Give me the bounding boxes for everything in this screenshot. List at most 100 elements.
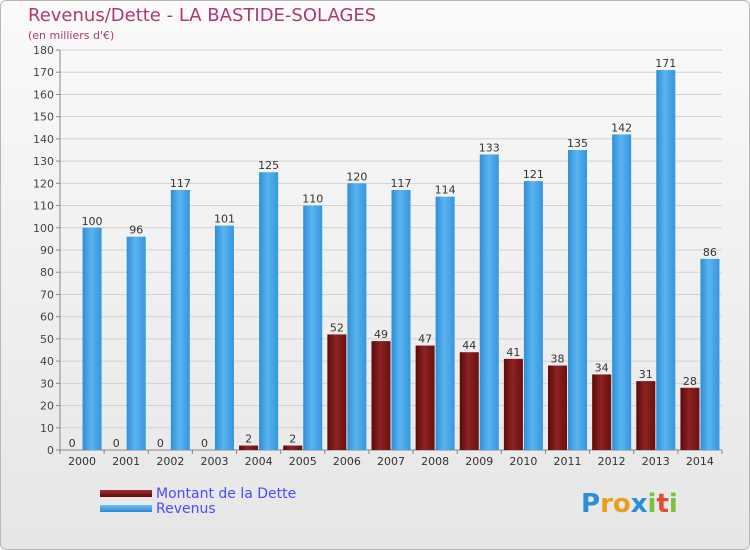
data-label-dette: 49 xyxy=(374,328,388,341)
bar-dette xyxy=(283,445,303,450)
bar-dette xyxy=(548,365,568,450)
x-tick-label: 2000 xyxy=(68,455,96,468)
data-label-revenus: 121 xyxy=(523,168,544,181)
bar-dette xyxy=(503,358,523,450)
y-tick-label: 170 xyxy=(33,66,54,79)
data-label-dette: 2 xyxy=(289,433,296,446)
bar-revenus xyxy=(126,236,146,450)
data-label-revenus: 86 xyxy=(703,246,717,259)
y-tick-label: 20 xyxy=(40,400,54,413)
x-tick-label: 2005 xyxy=(289,455,317,468)
data-label-revenus: 117 xyxy=(391,177,412,190)
data-label-dette: 28 xyxy=(683,375,697,388)
y-tick-label: 140 xyxy=(33,133,54,146)
y-tick-label: 80 xyxy=(40,266,54,279)
data-label-dette: 31 xyxy=(639,368,653,381)
y-tick-label: 60 xyxy=(40,311,54,324)
logo-letter: t xyxy=(656,489,669,519)
bar-revenus xyxy=(700,258,720,450)
data-label-dette: 0 xyxy=(157,437,164,450)
data-label-revenus: 133 xyxy=(479,141,500,154)
data-label-revenus: 114 xyxy=(435,184,456,197)
y-tick-label: 40 xyxy=(40,355,54,368)
bar-revenus xyxy=(568,150,588,450)
x-tick-label: 2014 xyxy=(686,455,714,468)
logo-letter: o xyxy=(612,489,631,519)
bar-dette xyxy=(592,374,612,450)
x-tick-label: 2011 xyxy=(554,455,582,468)
legend-swatch-dette xyxy=(100,490,152,497)
y-tick-label: 110 xyxy=(33,200,54,213)
chart-title: Revenus/Dette - LA BASTIDE-SOLAGES xyxy=(28,5,377,26)
bar-revenus xyxy=(303,205,323,450)
data-label-dette: 34 xyxy=(595,361,609,374)
x-tick-label: 2006 xyxy=(333,455,361,468)
bar-revenus xyxy=(479,154,499,450)
bar-revenus xyxy=(170,190,190,450)
bar-revenus xyxy=(435,196,455,450)
y-tick-label: 160 xyxy=(33,88,54,101)
bar-revenus xyxy=(523,181,543,450)
data-label-revenus: 117 xyxy=(170,177,191,190)
logo-letter: P xyxy=(581,489,601,519)
data-label-dette: 38 xyxy=(551,353,565,366)
y-tick-label: 10 xyxy=(40,422,54,435)
bar-dette xyxy=(680,387,700,450)
logo-letter: i xyxy=(647,489,657,519)
data-label-revenus: 100 xyxy=(82,215,103,228)
x-tick-label: 2010 xyxy=(509,455,537,468)
y-tick-label: 90 xyxy=(40,244,54,257)
bar-revenus xyxy=(82,227,102,450)
legend-label-revenus: Revenus xyxy=(156,500,216,517)
data-label-dette: 0 xyxy=(69,437,76,450)
y-tick-label: 130 xyxy=(33,155,54,168)
x-tick-label: 2001 xyxy=(112,455,140,468)
bar-revenus xyxy=(259,172,279,450)
data-label-revenus: 120 xyxy=(346,170,367,183)
data-label-dette: 2 xyxy=(245,433,252,446)
y-tick-label: 70 xyxy=(40,288,54,301)
logo-letter: x xyxy=(630,489,648,519)
bar-revenus xyxy=(214,225,234,450)
y-tick-label: 50 xyxy=(40,333,54,346)
legend-label-dette: Montant de la Dette xyxy=(156,485,297,502)
legend-item-revenus: Revenus xyxy=(100,500,296,517)
data-label-dette: 47 xyxy=(418,333,432,346)
data-label-revenus: 101 xyxy=(214,213,235,226)
legend: Montant de la Dette Revenus xyxy=(100,485,297,517)
data-label-dette: 52 xyxy=(330,321,344,334)
x-tick-label: 2002 xyxy=(156,455,184,468)
x-tick-label: 2004 xyxy=(245,455,273,468)
chart-subtitle: (en milliers d'€) xyxy=(28,29,115,42)
bar-dette xyxy=(459,352,479,450)
data-label-revenus: 125 xyxy=(258,159,279,172)
x-tick-label: 2008 xyxy=(421,455,449,468)
x-tick-label: 2003 xyxy=(200,455,228,468)
x-tick-label: 2007 xyxy=(377,455,405,468)
y-tick-label: 100 xyxy=(33,222,54,235)
logo-letter: i xyxy=(668,489,678,519)
bar-revenus xyxy=(612,134,632,450)
bar-revenus xyxy=(391,190,411,450)
data-label-dette: 0 xyxy=(113,437,120,450)
bar-dette xyxy=(371,341,391,450)
data-label-revenus: 135 xyxy=(567,137,588,150)
bar-dette xyxy=(239,445,259,450)
data-label-revenus: 171 xyxy=(655,57,676,70)
legend-item-dette: Montant de la Dette xyxy=(100,485,297,502)
logo-letter: r xyxy=(600,489,613,519)
x-tick-label: 2012 xyxy=(598,455,626,468)
data-label-revenus: 110 xyxy=(302,193,323,206)
bar-revenus xyxy=(656,70,676,450)
y-tick-label: 0 xyxy=(47,444,54,457)
data-label-dette: 0 xyxy=(201,437,208,450)
y-tick-label: 180 xyxy=(33,44,54,57)
bar-dette xyxy=(327,334,347,450)
bar-dette xyxy=(415,345,435,450)
data-label-dette: 41 xyxy=(506,346,520,359)
x-tick-label: 2009 xyxy=(465,455,493,468)
legend-swatch-revenus xyxy=(100,505,152,512)
data-label-revenus: 142 xyxy=(611,121,632,134)
y-tick-label: 150 xyxy=(33,111,54,124)
